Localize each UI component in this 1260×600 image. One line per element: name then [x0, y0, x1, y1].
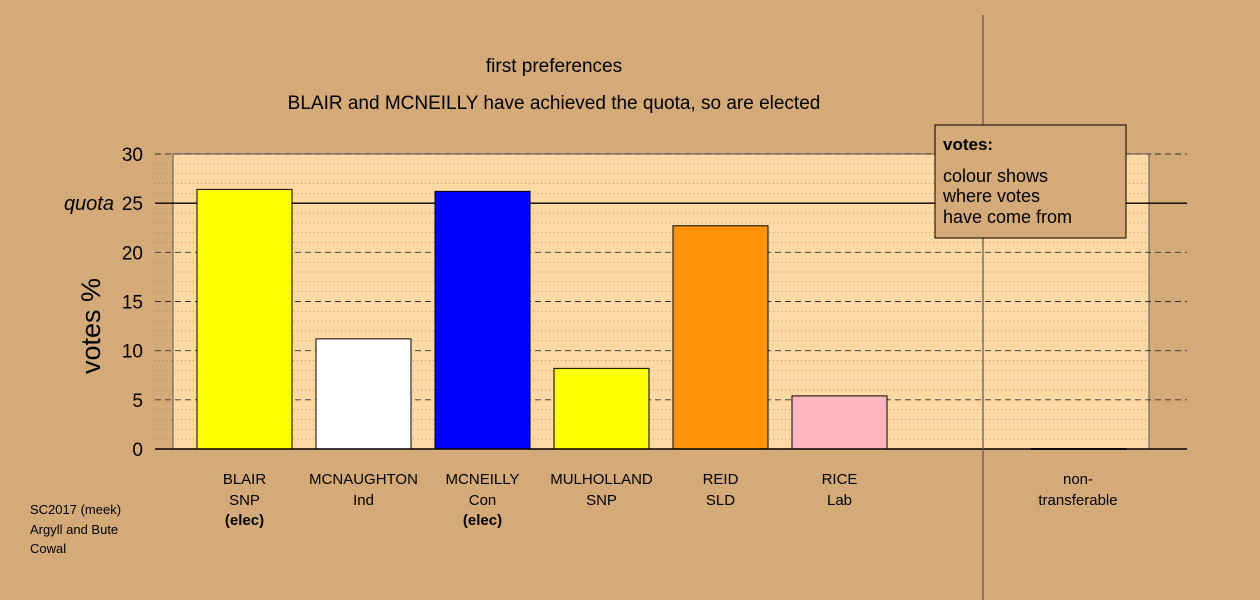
- x-label-name: MCNEILLY: [446, 471, 520, 488]
- y-tick-label: 0: [132, 440, 143, 461]
- chart-title: first preferences: [486, 56, 622, 77]
- x-label-party: SLD: [706, 492, 735, 509]
- quota-label: quota: [64, 193, 114, 215]
- bar-mulholland: [553, 367, 650, 450]
- footer-line-2: Argyll and Bute: [30, 522, 118, 537]
- y-tick-label: 5: [132, 391, 143, 412]
- x-label-party: Ind: [353, 492, 374, 509]
- bars: [196, 188, 1127, 450]
- x-label-name: BLAIR: [223, 471, 267, 488]
- legend-line-2: where votes: [942, 186, 1040, 206]
- x-label-name: MCNAUGHTON: [309, 471, 418, 488]
- bar-blair: [196, 188, 293, 450]
- x-label-party: SNP: [229, 492, 260, 509]
- x-label-name: RICE: [822, 471, 858, 488]
- x-label-name: REID: [703, 471, 739, 488]
- y-tick-label: 25: [122, 194, 143, 215]
- bar-reid: [672, 225, 769, 450]
- bar-mcneilly: [434, 190, 531, 450]
- x-label-status: (elec): [225, 512, 264, 529]
- x-label-status: (elec): [463, 512, 502, 529]
- y-tick-labels: 0 5 10 15 20 25 30: [122, 145, 143, 461]
- y-tick-label: 15: [122, 293, 143, 314]
- nontransferable-label-line1: non-: [1063, 471, 1093, 488]
- legend: votes: colour shows where votes have com…: [934, 124, 1127, 239]
- legend-line-1: colour shows: [943, 166, 1048, 186]
- x-tick-labels: BLAIR SNP (elec) MCNAUGHTON Ind MCNEILLY Con (e…: [223, 471, 858, 529]
- axes: [155, 15, 1187, 600]
- y-axis-label: votes %: [76, 278, 106, 374]
- nontransferable-label-line2: transferable: [1038, 492, 1117, 509]
- x-label-party: SNP: [586, 492, 617, 509]
- bar-mcnaughton: [315, 338, 412, 450]
- y-tick-label: 20: [122, 243, 143, 264]
- y-tick-label: 10: [122, 342, 143, 363]
- chart-subtitle: BLAIR and MCNEILLY have achieved the quo…: [288, 93, 821, 114]
- bar-rice: [791, 395, 888, 450]
- legend-box: [934, 124, 1127, 239]
- x-label-party: Con: [469, 492, 497, 509]
- y-tick-label: 30: [122, 145, 143, 166]
- x-label-name: MULHOLLAND: [550, 471, 653, 488]
- legend-title: votes:: [943, 135, 993, 154]
- footer-line-1: SC2017 (meek): [30, 502, 121, 517]
- x-label-party: Lab: [827, 492, 852, 509]
- footer-line-3: Cowal: [30, 541, 66, 556]
- legend-line-3: have come from: [943, 207, 1072, 227]
